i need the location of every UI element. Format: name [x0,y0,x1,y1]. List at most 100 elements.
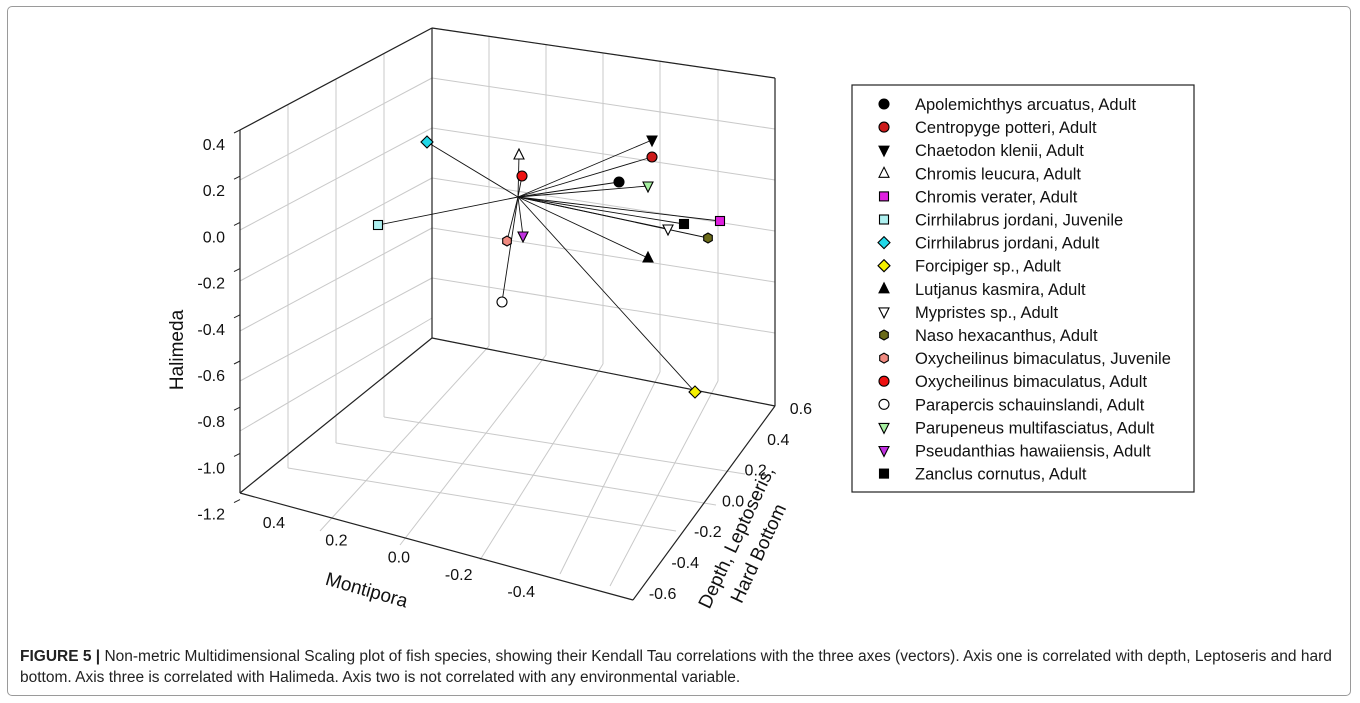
x-tick-label: 0.0 [388,550,410,567]
legend-entry-label: Chromis verater, Adult [915,188,1078,206]
species-marker [703,232,713,244]
species-marker [646,151,658,163]
legend-marker [877,258,891,273]
legend-marker [878,98,890,110]
species-marker [613,176,625,188]
legend-entry-label: Parapercis schauinslandi, Adult [915,396,1145,414]
legend-entry-label: Parupeneus multifasciatus, Adult [915,419,1155,437]
nmds-3d-chart: 0.40.20.0-0.2-0.4-0.6-0.8-1.0-1.2 0.40.2… [167,27,1195,613]
legend-entry-label: Zanclus cornutus, Adult [915,466,1087,484]
legend-entry-label: Oxycheilinus bimaculatus, Juvenile [915,350,1171,368]
species-marker [714,215,726,227]
species-vector [517,196,685,225]
legend-marker [878,191,890,202]
legend-marker [879,352,889,364]
legend-entry-label: Oxycheilinus bimaculatus, Adult [915,373,1147,391]
figure-frame [7,6,1351,696]
legend-entry-label: Mypristes sp., Adult [915,304,1058,322]
species-marker [662,224,674,237]
z-tick-label: -1.0 [197,460,225,477]
halimeda-axis-label: Halimeda [167,309,188,390]
y-tick-label: 0.4 [767,432,789,449]
legend-entry-label: Chromis leucura, Adult [915,165,1081,183]
y-tick-label: 0.0 [722,493,744,510]
species-marker [496,296,508,308]
z-tick-label: 0.2 [203,183,225,200]
legend-items: Apolemichthys arcuatus, Adult Centropyge … [877,96,1171,484]
legend-entry-label: Lutjanus kasmira, Adult [915,281,1086,299]
species-marker [513,147,525,160]
y-tick-label: 0.2 [745,463,767,480]
legend-marker [879,329,889,341]
legend-marker [878,445,890,458]
z-tick-mark [233,221,241,226]
figure-caption: FIGURE 5 | Non-metric Multidimensional S… [20,646,1338,688]
legend-entry-label: Cirrhilabrus jordani, Juvenile [915,212,1123,230]
z-tick-mark [233,268,241,273]
z-tick-mark [233,406,241,411]
y-tick-label: 0.6 [790,401,812,418]
legend-entry-label: Apolemichthys arcuatus, Adult [915,96,1136,114]
montipora-axis-label: Montipora [323,569,410,613]
species-vector [377,196,519,226]
caption-label: FIGURE 5 | [20,648,101,665]
z-tick-label: -0.6 [197,368,225,385]
legend-marker [878,214,890,225]
legend-marker [878,307,890,320]
depth-axis-ticks: 0.60.40.20.0-0.2 -0.4 -0.6 [649,401,812,603]
z-tick-mark [233,129,241,134]
species-marker [372,219,384,231]
species-vectors [377,139,721,393]
species-vector [506,196,519,242]
species-marker [642,181,654,194]
z-tick-mark [233,452,241,457]
legend-entry-label: Centropyge potteri, Adult [915,119,1097,137]
species-vector [517,196,524,237]
species-vector [517,196,649,259]
legend-marker [878,398,890,410]
legend-entry-label: Naso hexacanthus, Adult [915,327,1098,345]
legend-entry-label: Chaetodon klenii, Adult [915,142,1084,160]
species-vector [517,139,653,198]
species-marker [516,170,528,182]
species-marker [517,231,529,244]
y-tick-label: -0.6 [649,586,677,603]
z-tick-label: 0.0 [203,229,225,246]
species-vector [517,196,709,239]
legend-marker [878,468,890,479]
z-tick-label: 0.4 [203,137,225,154]
left-wall-grid [239,27,433,468]
legend-box [851,84,1195,493]
legend-entry-label: Cirrhilabrus jordani, Adult [915,235,1100,253]
species-marker [646,135,658,148]
caption-text: Non-metric Multidimensional Scaling plot… [20,648,1332,686]
montipora-axis-ticks: 0.4 0.2 0.0 -0.2 -0.4 [263,515,535,601]
z-tick-mark [233,314,241,319]
legend-entry-label: Pseudanthias hawaiiensis, Adult [915,443,1151,461]
species-markers [372,135,726,399]
legend-marker [878,422,890,435]
y-tick-label: -0.4 [671,555,699,572]
species-marker [420,135,434,149]
species-vector [517,196,696,393]
species-marker [502,235,512,247]
species-vector [517,156,653,198]
x-tick-label: -0.2 [445,567,473,584]
species-marker [678,218,690,230]
species-vector [517,196,721,222]
z-tick-label: -0.8 [197,414,225,431]
z-tick-label: -0.2 [197,276,225,293]
z-tick-mark [233,499,241,504]
species-marker [642,250,654,263]
legend-marker [878,145,890,158]
z-tick-label: -0.4 [197,322,225,339]
legend-marker [877,235,891,250]
x-tick-label: 0.2 [325,532,347,549]
species-vector [501,196,519,303]
x-tick-label: 0.4 [263,515,285,532]
legend-marker [878,375,890,387]
legend-marker [878,281,890,294]
x-tick-label: -0.4 [507,584,535,601]
legend-marker [878,121,890,133]
species-marker [688,385,702,399]
